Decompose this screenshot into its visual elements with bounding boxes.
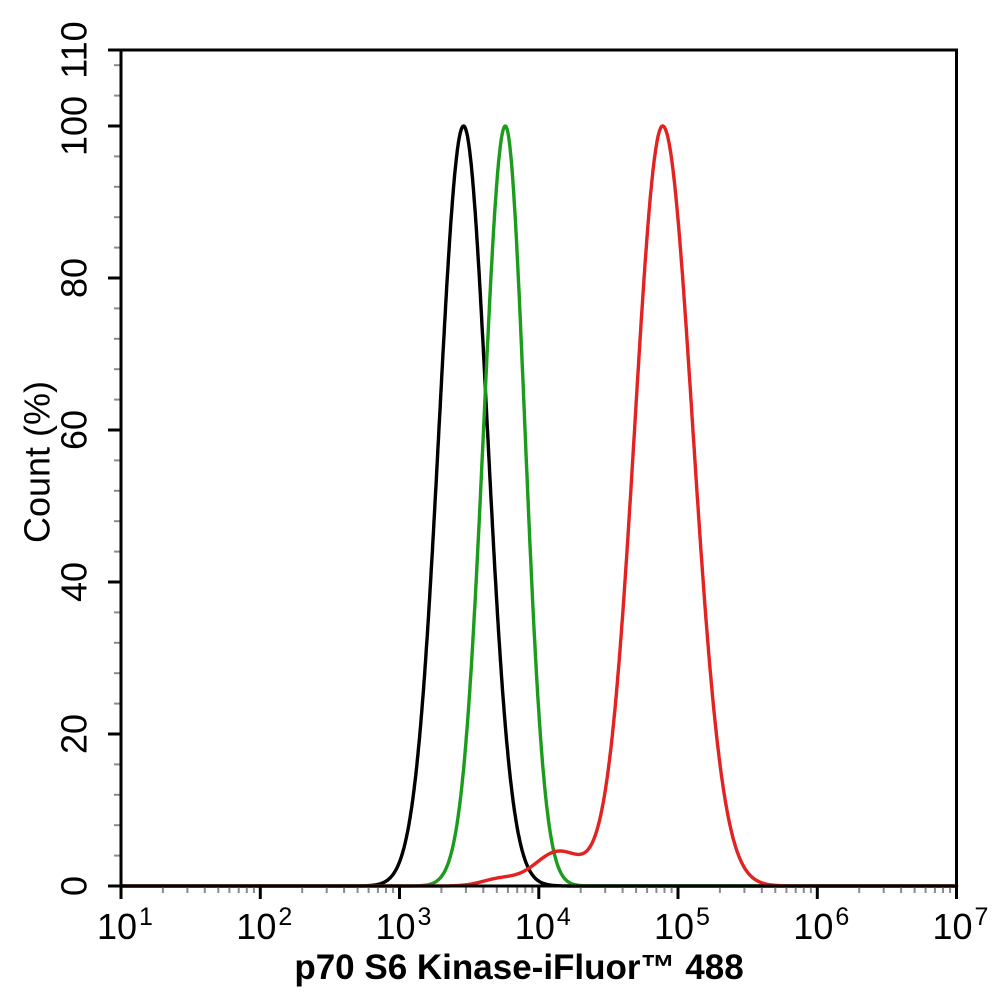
y-axis-title: Count (%) [17,381,58,543]
y-tick-label: 100 [54,96,95,156]
black-curve [119,124,959,888]
x-tick-exponent: 5 [696,903,710,931]
x-tick-exponent: 1 [139,903,153,931]
y-tick-label: 80 [54,258,95,298]
x-tick-exponent: 3 [418,903,432,931]
red-curve [119,124,959,888]
plot-border [119,48,958,888]
green-curve [119,124,959,888]
x-tick-label: 106 [793,903,849,947]
y-tick-label: 110 [54,21,95,78]
x-tick-exponent: 2 [278,903,292,931]
x-tick-exponent: 4 [557,903,571,931]
y-tick-label: 0 [54,876,95,896]
y-tick-label: 20 [54,714,95,754]
x-tick-label: 101 [97,903,153,947]
x-tick-label: 104 [515,903,571,947]
x-tick-exponent: 7 [975,903,989,931]
x-tick-label: 102 [236,903,292,947]
x-tick-exponent: 6 [835,903,849,931]
y-tick-label: 40 [54,562,95,602]
x-tick-label: 103 [376,903,432,947]
y-tick-label: 60 [54,410,95,450]
x-axis-title: p70 S6 Kinase-iFluor™ 488 [294,948,743,987]
x-tick-label: 105 [654,903,710,947]
x-tick-label: 107 [933,903,989,947]
